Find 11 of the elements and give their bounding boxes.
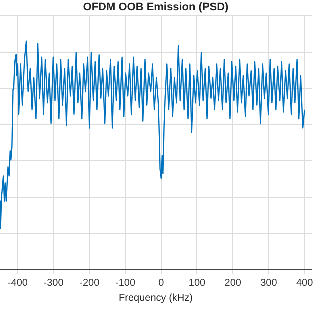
x-axis-title: Frequency (kHz) <box>119 292 193 304</box>
x-tick-label: 200 <box>224 278 242 289</box>
x-tick-label: -200 <box>80 278 100 289</box>
x-tick-label: -300 <box>44 278 64 289</box>
x-tick-label: 300 <box>260 278 278 289</box>
x-tick-label: -400 <box>8 278 28 289</box>
chart-title: OFDM OOB Emission (PSD) <box>83 2 230 14</box>
x-tick-label: 100 <box>188 278 206 289</box>
x-tick-label: 400 <box>296 278 314 289</box>
x-tick-label: -100 <box>116 278 136 289</box>
x-tick-label: 0 <box>158 278 165 289</box>
